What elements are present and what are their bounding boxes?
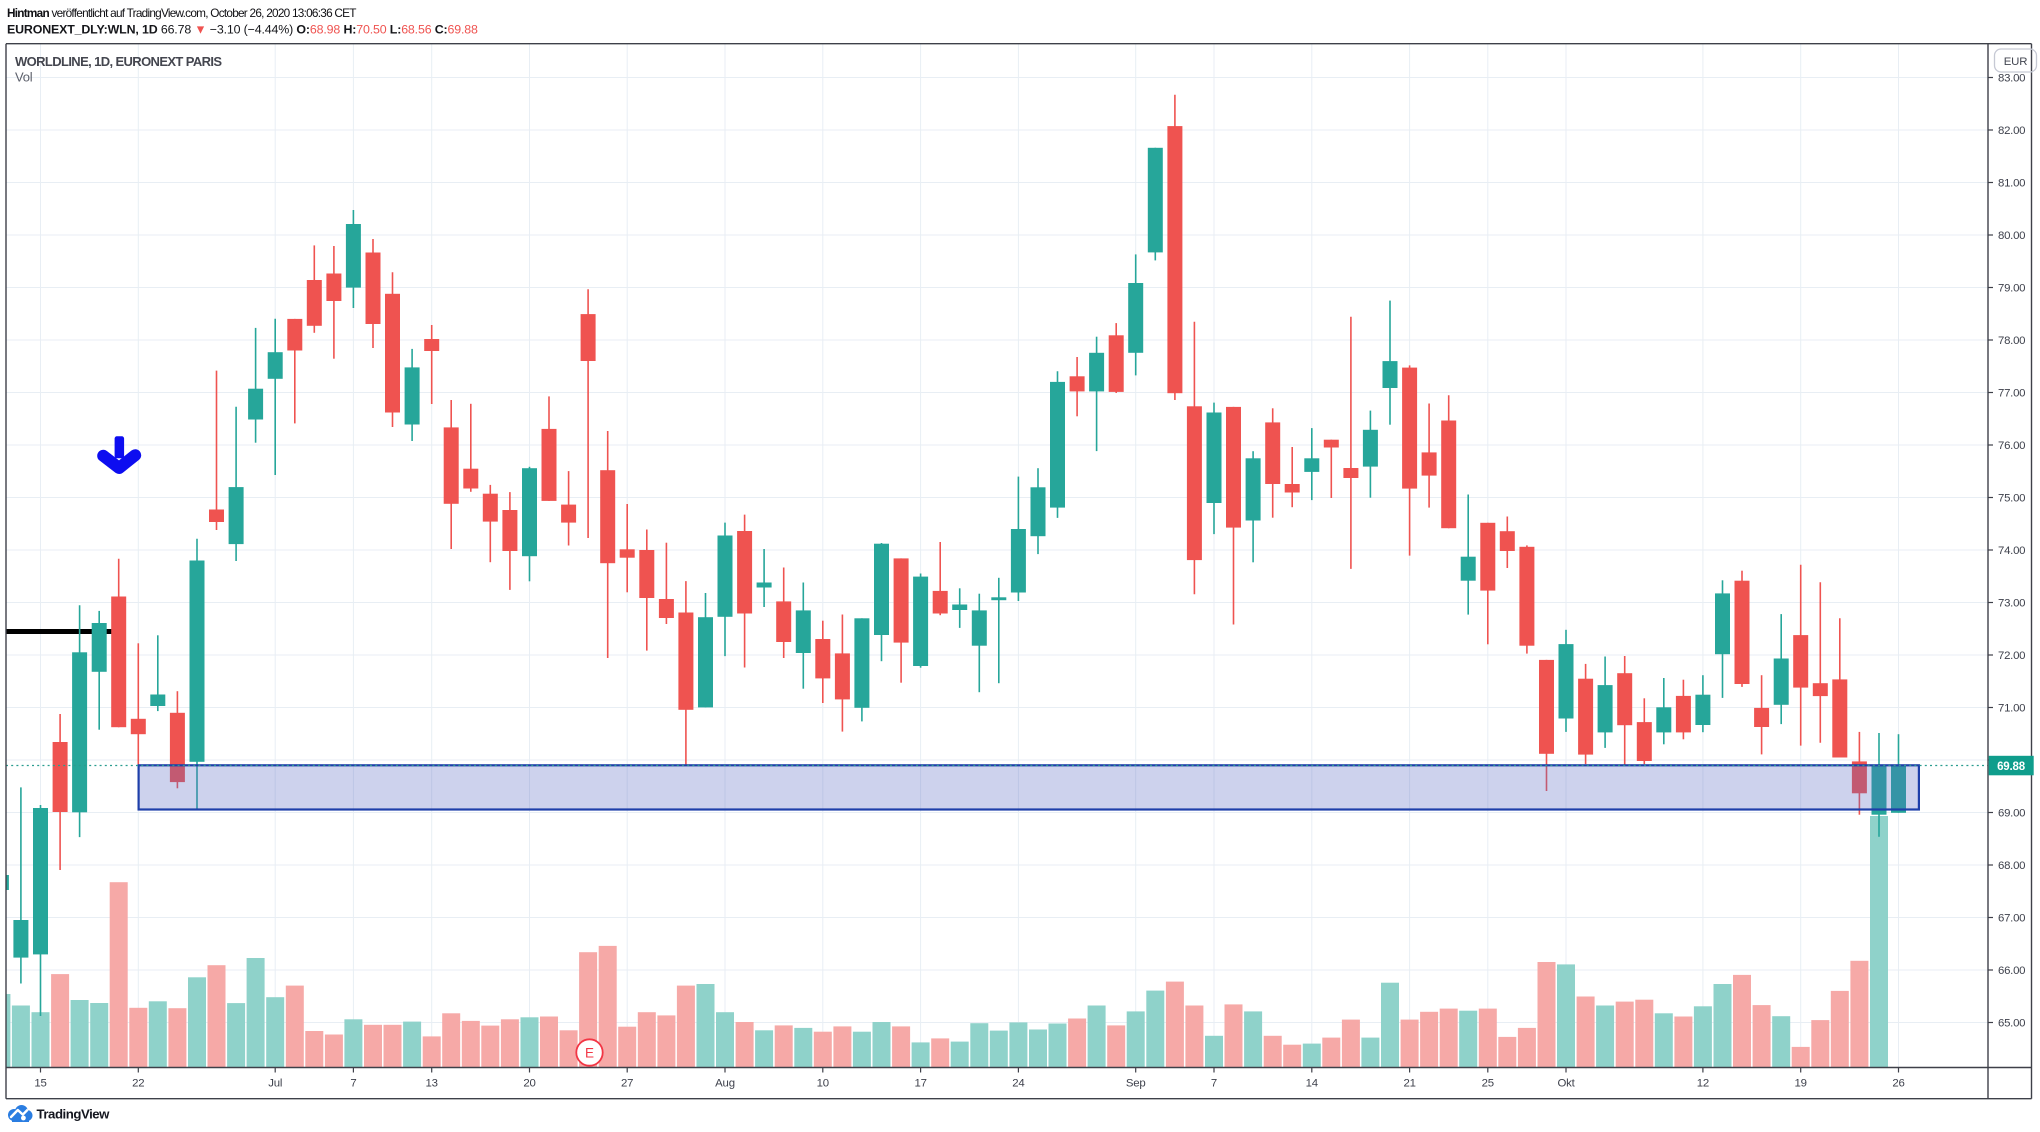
svg-text:27: 27: [621, 1078, 633, 1090]
svg-text:65.00: 65.00: [1998, 1018, 2025, 1030]
svg-text:77.00: 77.00: [1998, 388, 2025, 400]
svg-text:68.00: 68.00: [1998, 860, 2025, 872]
svg-text:15: 15: [34, 1078, 46, 1090]
svg-text:EURONEXT_DLY:WLN, 1D 66.78 ▼: EURONEXT_DLY:WLN, 1D 66.78 ▼ −3.10 (−4.4…: [7, 23, 478, 37]
svg-text:21: 21: [1403, 1078, 1415, 1090]
svg-text:73.00: 73.00: [1998, 598, 2025, 610]
svg-text:Sep: Sep: [1126, 1078, 1146, 1090]
svg-text:76.00: 76.00: [1998, 440, 2025, 452]
svg-text:Okt: Okt: [1557, 1078, 1575, 1090]
svg-text:TradingView: TradingView: [37, 1106, 111, 1121]
svg-text:75.00: 75.00: [1998, 493, 2025, 505]
svg-text:69.88: 69.88: [1997, 761, 2026, 773]
svg-text:25: 25: [1482, 1078, 1494, 1090]
svg-text:24: 24: [1012, 1078, 1024, 1090]
svg-text:81.00: 81.00: [1998, 178, 2025, 190]
svg-text:Aug: Aug: [715, 1078, 735, 1090]
svg-text:Vol: Vol: [15, 70, 33, 85]
svg-text:10: 10: [817, 1078, 829, 1090]
svg-text:17: 17: [914, 1078, 926, 1090]
svg-text:12: 12: [1697, 1078, 1709, 1090]
svg-text:71.00: 71.00: [1998, 703, 2025, 715]
svg-text:83.00: 83.00: [1998, 73, 2025, 85]
svg-text:Jul: Jul: [268, 1078, 282, 1090]
svg-text:EUR: EUR: [2004, 56, 2027, 68]
svg-text:14: 14: [1306, 1078, 1318, 1090]
svg-text:7: 7: [350, 1078, 356, 1090]
svg-text:WORLDLINE, 1D, EURONEXT PARIS: WORLDLINE, 1D, EURONEXT PARIS: [15, 54, 222, 69]
svg-text:80.00: 80.00: [1998, 230, 2025, 242]
svg-text:7: 7: [1211, 1078, 1217, 1090]
svg-text:E: E: [585, 1046, 594, 1061]
svg-text:66.00: 66.00: [1998, 965, 2025, 977]
svg-text:13: 13: [426, 1078, 438, 1090]
svg-text:78.00: 78.00: [1998, 335, 2025, 347]
svg-text:72.00: 72.00: [1998, 650, 2025, 662]
svg-text:82.00: 82.00: [1998, 125, 2025, 137]
svg-text:19: 19: [1795, 1078, 1807, 1090]
svg-text:26: 26: [1892, 1078, 1904, 1090]
svg-text:20: 20: [523, 1078, 535, 1090]
svg-text:22: 22: [132, 1078, 144, 1090]
svg-text:79.00: 79.00: [1998, 283, 2025, 295]
svg-text:74.00: 74.00: [1998, 545, 2025, 557]
svg-text:Hintman veröffentlicht auf Tra: Hintman veröffentlicht auf TradingView.c…: [7, 6, 356, 20]
svg-text:69.00: 69.00: [1998, 808, 2025, 820]
svg-text:67.00: 67.00: [1998, 913, 2025, 925]
